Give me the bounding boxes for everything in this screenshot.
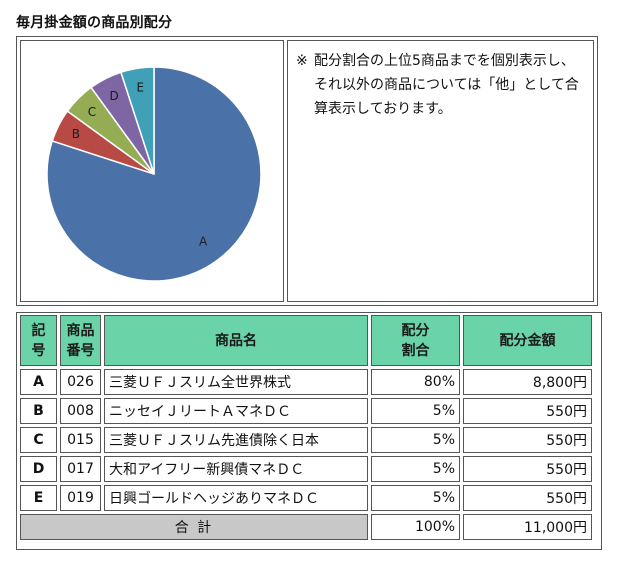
pie-label-d: D [110,89,119,103]
pie-label-a: A [199,235,208,249]
header-number: 商品 番号 [60,315,101,366]
row-amount: 8,800円 [463,369,592,395]
row-name: 三菱ＵＦＪスリム全世界株式 [104,369,368,395]
note-panel: ※ 配分割合の上位5商品までを個別表示し、それ以外の商品については「他」として合… [287,40,594,302]
header-name: 商品名 [104,315,368,366]
row-code: B [20,398,57,424]
row-amount: 550円 [463,427,592,453]
row-amount: 550円 [463,456,592,482]
row-ratio: 5% [371,427,460,453]
row-name: ニッセイＪリートＡマネＤＣ [104,398,368,424]
table-row: D 017 大和アイフリー新興債マネＤＣ 5% 550円 [20,456,592,482]
row-number: 017 [60,456,101,482]
table-row: C 015 三菱ＵＦＪスリム先進債除く日本 5% 550円 [20,427,592,453]
row-code: C [20,427,57,453]
table-row: E 019 日興ゴールドヘッジありマネＤＣ 5% 550円 [20,485,592,511]
row-number: 019 [60,485,101,511]
table-row: B 008 ニッセイＪリートＡマネＤＣ 5% 550円 [20,398,592,424]
table-row: A 026 三菱ＵＦＪスリム全世界株式 80% 8,800円 [20,369,592,395]
row-code: A [20,369,57,395]
row-number: 015 [60,427,101,453]
allocation-table: 記号 商品 番号 商品名 配分 割合 配分金額 A 026 三菱ＵＦＪスリム全世界株… [17,312,595,543]
note-text-block: ※ 配分割合の上位5商品までを個別表示し、それ以外の商品については「他」として合… [296,49,585,121]
row-code: E [20,485,57,511]
header-code: 記号 [20,315,57,366]
header-ratio: 配分 割合 [371,315,460,366]
note-mark: ※ [296,53,308,69]
row-amount: 550円 [463,485,592,511]
total-ratio: 100% [371,514,460,540]
row-name: 日興ゴールドヘッジありマネＤＣ [104,485,368,511]
pie-label-b: B [72,127,80,141]
row-ratio: 80% [371,369,460,395]
total-label: 合 計 [20,514,368,540]
row-name: 三菱ＵＦＪスリム先進債除く日本 [104,427,368,453]
allocation-pie-chart: A BCD E [46,66,262,282]
row-ratio: 5% [371,485,460,511]
pie-label-e: E [136,80,144,94]
note-text: 配分割合の上位5商品までを個別表示し、それ以外の商品については「他」として合算表… [314,53,579,117]
header-amount: 配分金額 [463,315,592,366]
row-name: 大和アイフリー新興債マネＤＣ [104,456,368,482]
total-row: 合 計 100% 11,000円 [20,514,592,540]
pie-slice-a [46,66,262,282]
pie-label-c: C [88,105,96,119]
row-ratio: 5% [371,398,460,424]
row-number: 026 [60,369,101,395]
page-title: 毎月掛金額の商品別配分 [16,15,173,31]
row-amount: 550円 [463,398,592,424]
row-code: D [20,456,57,482]
table-header-row: 記号 商品 番号 商品名 配分 割合 配分金額 [20,315,592,366]
total-amount: 11,000円 [463,514,592,540]
pie-slice-e [119,66,155,175]
row-number: 008 [60,398,101,424]
row-ratio: 5% [371,456,460,482]
